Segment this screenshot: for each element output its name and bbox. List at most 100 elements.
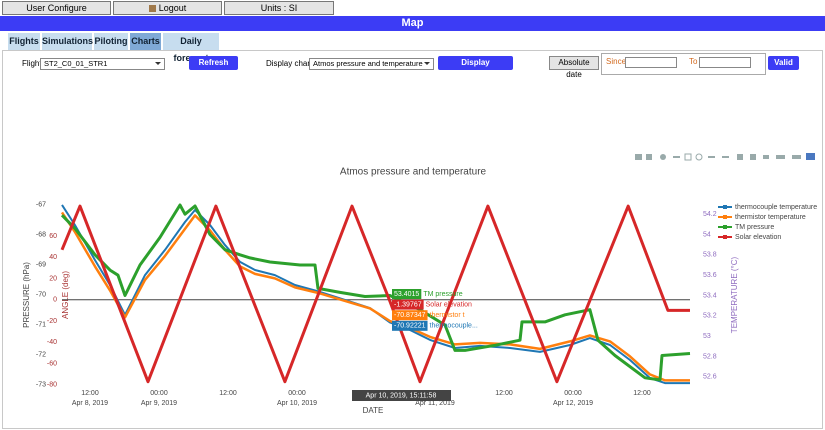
legend-label: thermistor temperature xyxy=(735,214,806,221)
hover-name: thermocouple... xyxy=(430,323,478,330)
modebar-icon[interactable] xyxy=(806,153,815,160)
hover-value: 53.4015 xyxy=(394,291,419,298)
modebar-icon[interactable] xyxy=(763,155,769,159)
y-tick-label: -67 xyxy=(36,202,46,209)
tab[interactable]: Piloting xyxy=(94,33,128,50)
x-tick-label: 12:00 xyxy=(633,390,651,397)
y3-axis-title: TEMPERATURE (°C) xyxy=(730,256,739,333)
x-tick-label: 00:00 xyxy=(150,390,168,397)
y-tick-label: -69 xyxy=(36,262,46,269)
y3-tick-label: 53.6 xyxy=(703,272,717,279)
modebar xyxy=(635,153,815,161)
y3-tick-label: 54.2 xyxy=(703,211,717,218)
modebar-icon[interactable] xyxy=(660,154,666,160)
series-line xyxy=(60,204,690,384)
modebar-icon[interactable] xyxy=(635,154,642,160)
x-tick-label: 00:00 xyxy=(288,390,306,397)
flight-label: Flight xyxy=(22,59,42,68)
date-range-box xyxy=(601,53,766,75)
hover-name: Solar elevation xyxy=(426,301,472,308)
x-tick-label: 12:00 xyxy=(219,390,237,397)
y-tick-label: -68 xyxy=(36,232,46,239)
y3-tick-label: 53.8 xyxy=(703,252,717,259)
y2-tick-label: 0 xyxy=(53,297,57,304)
x-axis-title: DATE xyxy=(363,406,384,415)
tab[interactable]: Charts xyxy=(130,33,161,50)
x-date-label: Apr 8, 2019 xyxy=(72,400,108,407)
y3-tick-label: 53.4 xyxy=(703,292,717,299)
legend-label: TM pressure xyxy=(735,224,774,231)
valid-button[interactable]: Valid xyxy=(768,56,799,70)
content-panel xyxy=(2,50,823,429)
y3-tick-label: 54 xyxy=(703,231,711,238)
to-input[interactable] xyxy=(699,57,751,68)
modebar-icon[interactable] xyxy=(673,156,680,158)
modebar-icon[interactable] xyxy=(722,156,729,158)
y2-axis-title: ANGLE (deg) xyxy=(61,271,70,319)
x-date-label: Apr 11, 2019 xyxy=(415,400,455,407)
logout-text: Logout xyxy=(158,3,187,13)
hover-value: -70.92221 xyxy=(394,323,426,330)
y2-tick-label: 20 xyxy=(49,275,57,282)
hover-box xyxy=(392,320,428,331)
refresh-button[interactable]: Refresh xyxy=(189,56,238,70)
hover-x-label: Apr 10, 2019, 15:11:58 xyxy=(366,392,437,399)
hover-box xyxy=(392,310,428,321)
chart-select[interactable]: Atmos pressure and temperature xyxy=(309,58,434,70)
y-tick-label: -71 xyxy=(36,322,46,329)
units-button[interactable]: Units : SI xyxy=(224,1,334,15)
y2-tick-label: -20 xyxy=(47,318,57,325)
y2-tick-label: -40 xyxy=(47,339,57,346)
modebar-icon[interactable] xyxy=(695,153,703,161)
since-input[interactable] xyxy=(625,57,677,68)
tab[interactable]: Flights xyxy=(8,33,40,50)
modebar-icon[interactable] xyxy=(708,156,715,158)
modebar-icon[interactable] xyxy=(750,154,756,160)
hover-name: thermistor t xyxy=(430,312,465,319)
y3-tick-label: 52.6 xyxy=(703,374,717,381)
x-date-label: Apr 9, 2019 xyxy=(141,400,177,407)
y-tick-label: -73 xyxy=(36,382,46,389)
y3-tick-label: 52.8 xyxy=(703,353,717,360)
hover-box xyxy=(392,289,422,299)
x-date-label: Apr 12, 2019 xyxy=(553,400,593,407)
modebar-icon[interactable] xyxy=(684,153,692,161)
display-chart-label: Display chart xyxy=(266,59,313,68)
since-label: Since xyxy=(606,57,627,66)
user-configure-button[interactable]: User Configure xyxy=(2,1,111,15)
y-tick-label: -72 xyxy=(36,352,46,359)
x-tick-label: 12:00 xyxy=(81,390,99,397)
y2-tick-label: 40 xyxy=(49,254,57,261)
flight-select[interactable]: ST2_C0_01_STR1 xyxy=(40,58,165,70)
y-axis-title: PRESSURE (hPa) xyxy=(22,262,31,328)
legend-marker xyxy=(723,205,727,209)
hover-box xyxy=(392,299,424,310)
y3-tick-label: 53 xyxy=(703,333,711,340)
hover-name: TM pressure xyxy=(423,291,462,298)
y2-tick-label: -60 xyxy=(47,360,57,367)
x-tick-label: 00:00 xyxy=(564,390,582,397)
absolute-date-button[interactable]: Absolute date xyxy=(549,56,599,79)
modebar-icon[interactable] xyxy=(792,155,801,159)
display-button[interactable]: Display xyxy=(438,56,513,70)
x-date-label: Apr 10, 2019 xyxy=(277,400,317,407)
chart-title: Atmos pressure and temperature xyxy=(340,167,487,178)
modebar-icon[interactable] xyxy=(776,155,785,159)
legend-marker xyxy=(723,215,727,219)
y-tick-label: -70 xyxy=(36,292,46,299)
tab[interactable]: Simulations xyxy=(42,33,93,50)
modebar-icon[interactable] xyxy=(646,154,652,160)
banner: Map xyxy=(0,16,825,31)
to-label: To xyxy=(689,57,698,66)
y3-tick-label: 53.2 xyxy=(703,313,717,320)
series-line xyxy=(60,203,691,382)
series-line xyxy=(60,211,690,382)
logout-button[interactable]: Logout xyxy=(113,1,222,15)
modebar-icon[interactable] xyxy=(737,154,743,160)
y2-tick-label: -80 xyxy=(47,382,57,389)
legend-marker xyxy=(723,225,727,229)
hover-value: -1.39767 xyxy=(394,301,422,308)
logout-icon xyxy=(148,5,156,12)
